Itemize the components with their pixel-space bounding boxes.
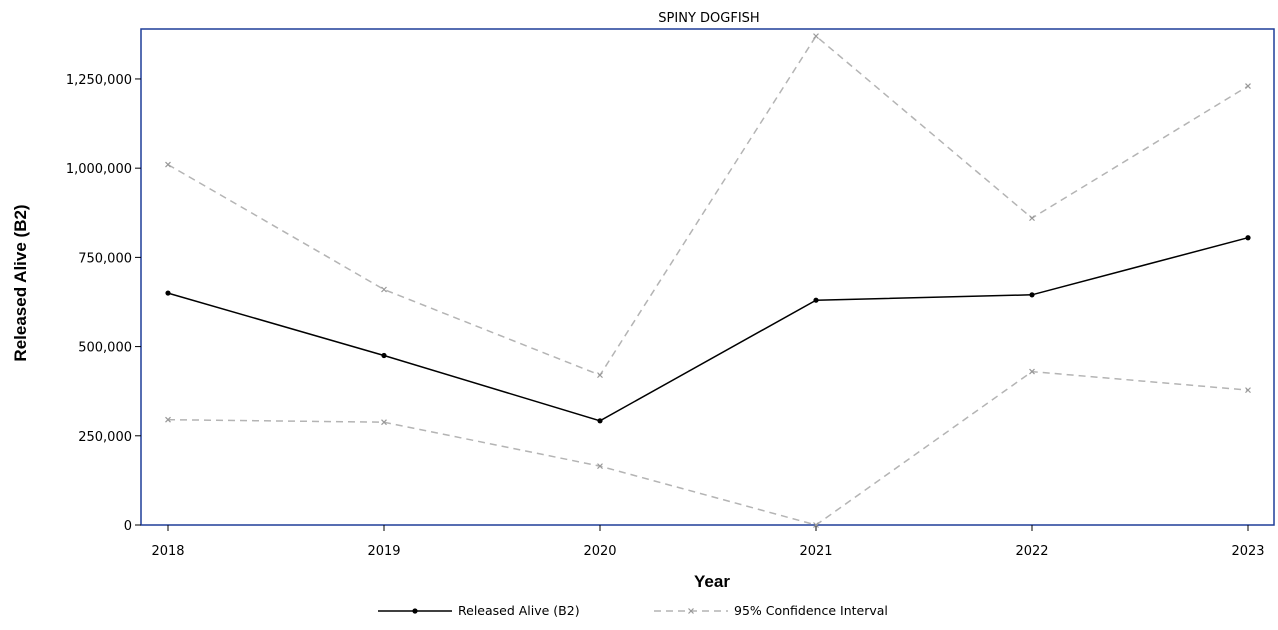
series-line: [167, 236, 1249, 422]
x-tick-label: 2020: [583, 544, 616, 559]
x-tick-label: 2018: [151, 544, 184, 559]
x-axis-label: Year: [694, 572, 730, 591]
series-layer: [165, 33, 1251, 528]
chart-title: SPINY DOGFISH: [658, 11, 759, 26]
y-tick-label: 250,000: [78, 430, 132, 445]
ci-point: [381, 419, 387, 426]
y-tick-label: 500,000: [78, 341, 132, 356]
x-tick-label: 2021: [799, 544, 832, 559]
legend-item: 95% Confidence Interval: [654, 603, 888, 618]
y-tick-label: 750,000: [78, 251, 132, 266]
data-point: [1245, 235, 1251, 241]
legend-marker: [688, 608, 694, 614]
series-line: [167, 34, 1249, 377]
ci-lower-series: [165, 368, 1251, 528]
ci-point: [597, 372, 603, 379]
data-point: [813, 297, 819, 303]
ci-point: [813, 33, 819, 40]
ci-point: [165, 416, 171, 423]
ci-point: [381, 286, 387, 293]
data-point: [165, 290, 171, 296]
data-point: [597, 418, 603, 424]
y-tick-label: 1,250,000: [66, 73, 132, 88]
y-tick-label: 1,000,000: [66, 162, 132, 177]
ci-point: [1245, 387, 1251, 394]
x-tick-label: 2019: [367, 544, 400, 559]
data-point: [381, 352, 387, 359]
ci-point: [597, 463, 603, 470]
legend-marker: [412, 608, 418, 614]
ci-upper-series: [165, 33, 1251, 379]
ci-point: [813, 522, 819, 528]
ci-point: [1029, 215, 1035, 222]
series-line: [167, 370, 1249, 526]
y-axis-label: Released Alive (B2): [11, 204, 30, 361]
legend: Released Alive (B2) 95% Confidence Interv…: [378, 603, 888, 618]
data-point: [1029, 292, 1035, 298]
x-axis: 2018 2019 2020 2021 2022 2023: [151, 525, 1265, 559]
x-tick-label: 2023: [1231, 544, 1264, 559]
legend-label: Released Alive (B2): [458, 603, 580, 618]
ci-point: [165, 161, 171, 168]
ci-point: [1245, 83, 1251, 90]
plot-area: [140, 28, 1275, 526]
legend-item: Released Alive (B2): [378, 603, 580, 618]
x-tick-label: 2022: [1015, 544, 1048, 559]
ci-point: [1029, 368, 1035, 375]
released-alive-series: [165, 235, 1251, 424]
y-tick-label: 0: [124, 519, 132, 534]
legend-label: 95% Confidence Interval: [734, 603, 888, 618]
y-axis: 0 250,000 500,000 750,000 1,000,000 1,250,000: [66, 73, 141, 534]
